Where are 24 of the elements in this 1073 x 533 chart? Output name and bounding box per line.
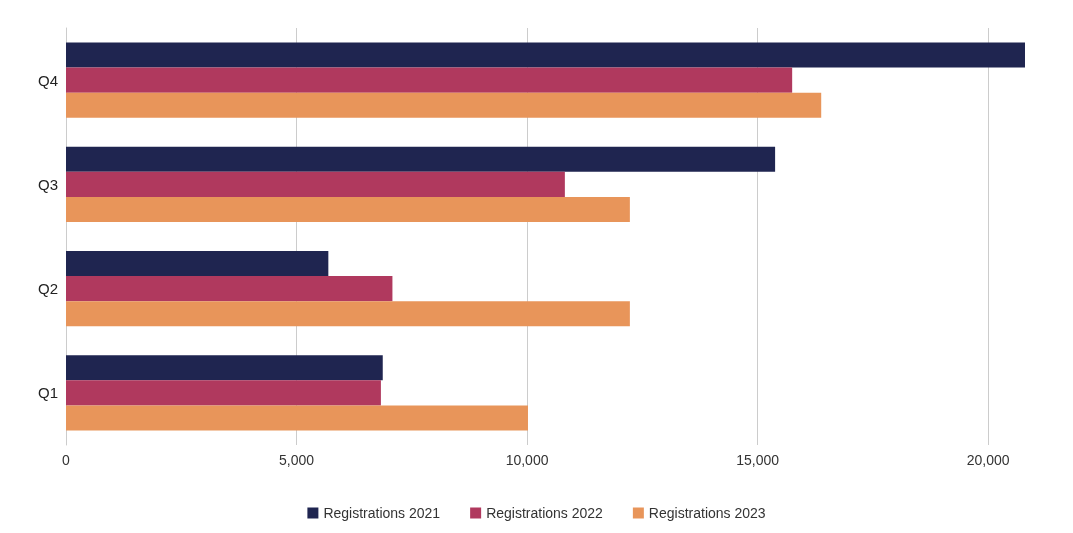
bar (66, 301, 630, 327)
bar (66, 146, 776, 172)
bar (66, 251, 329, 277)
y-tick-label: Q1 (37, 384, 58, 402)
bar (66, 42, 1025, 68)
legend-label: Registrations 2023 (648, 505, 766, 521)
y-tick-label: Q3 (37, 175, 58, 193)
bar (66, 276, 393, 302)
legend-label: Registrations 2021 (323, 505, 441, 521)
bar (66, 405, 528, 431)
x-tick-label: 5,000 (279, 452, 315, 468)
bar (66, 67, 793, 93)
y-tick-label: Q4 (37, 71, 58, 89)
bar (66, 171, 565, 197)
bar (66, 92, 822, 118)
x-tick-label: 10,000 (505, 452, 549, 468)
bar (66, 196, 630, 222)
x-tick-label: 15,000 (736, 452, 780, 468)
legend-label: Registrations 2022 (486, 505, 604, 521)
bar (66, 355, 383, 381)
x-tick-label: 20,000 (966, 452, 1010, 468)
x-tick-label: 0 (62, 452, 71, 468)
bar (66, 380, 381, 406)
y-tick-label: Q2 (37, 280, 58, 298)
